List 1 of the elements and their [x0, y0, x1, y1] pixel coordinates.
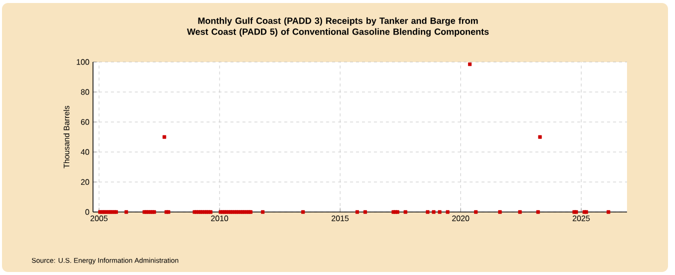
chart-title: Monthly Gulf Coast (PADD 3) Receipts by Tanker and Barge from West Coast (PADD 5) of Conventional Gasoline Blending Components	[186, 17, 489, 37]
